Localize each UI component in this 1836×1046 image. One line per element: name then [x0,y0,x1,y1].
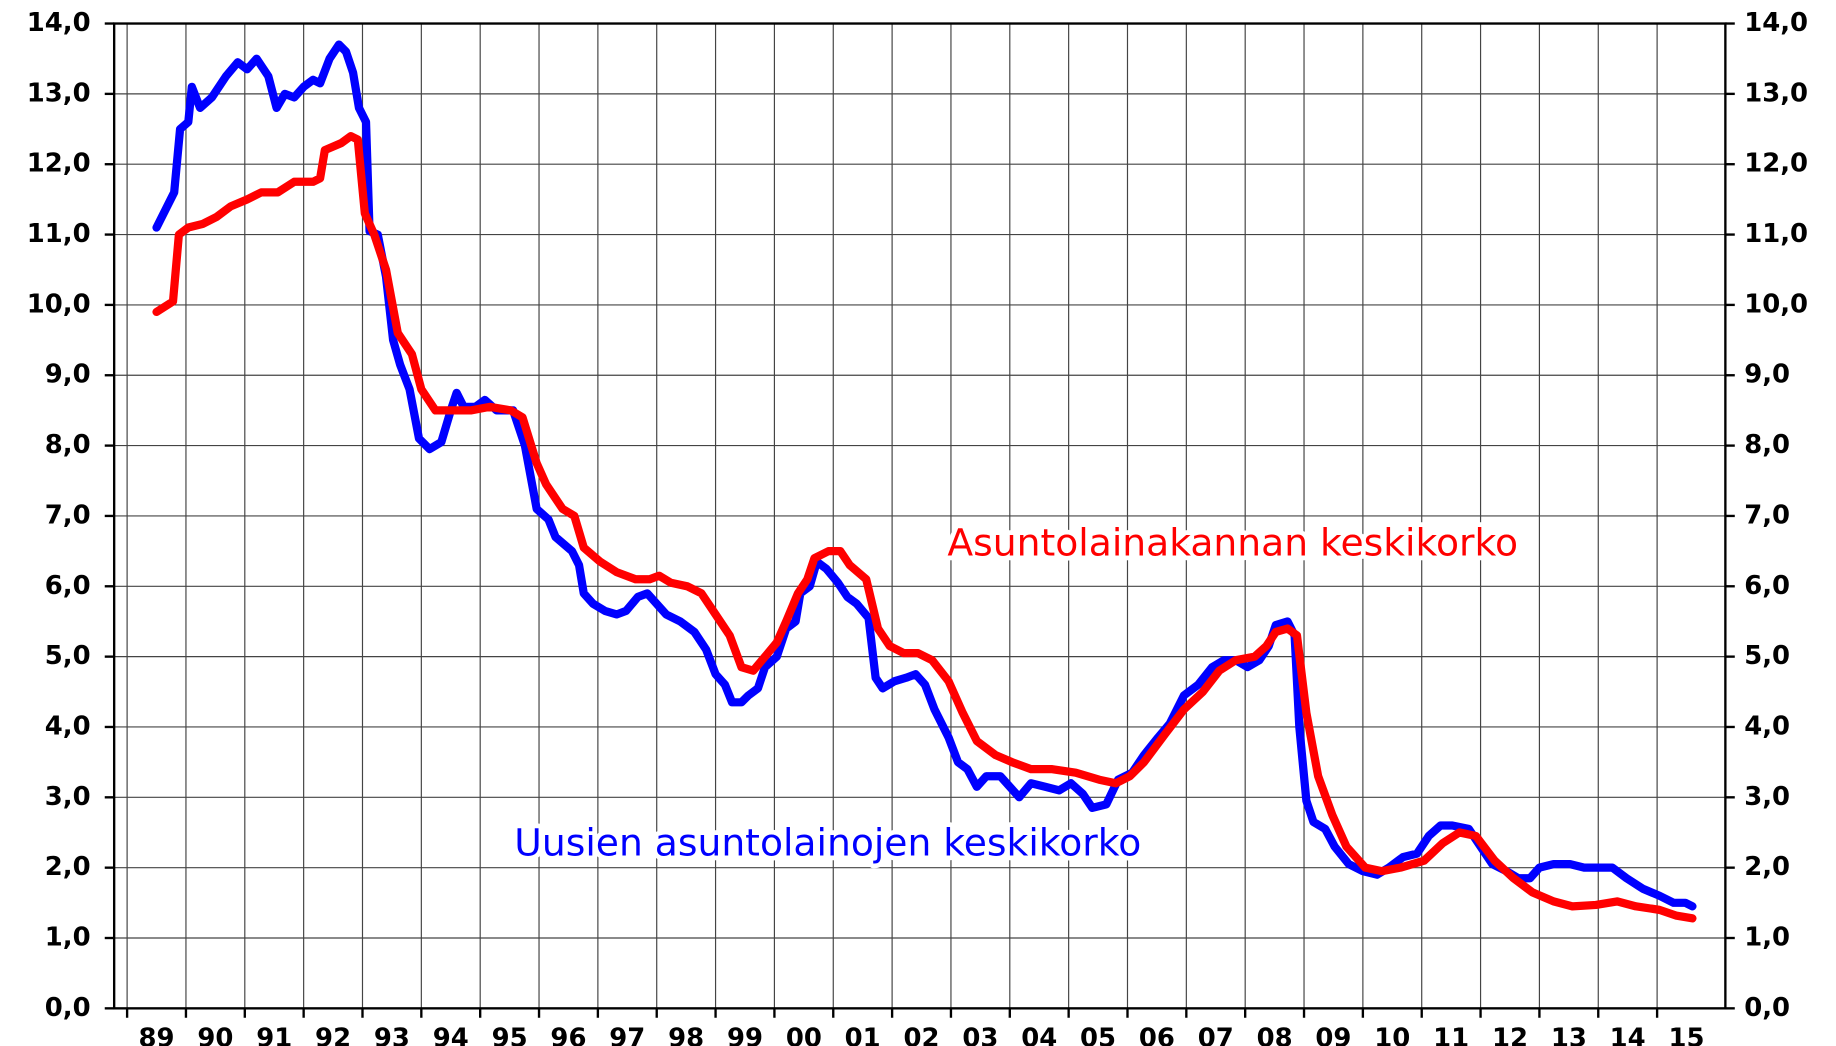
x-tick-label: 91 [256,1023,292,1046]
x-tick-label: 12 [1492,1023,1528,1046]
x-tick-label: 95 [492,1023,528,1046]
labels: 0,0 1,0 2,0 3,0 4,0 5,0 6,0 7,0 8,0 9,0 10,0 11,0 12… [27,8,1808,1046]
x-tick-label: 93 [374,1023,410,1046]
x-tick-label: 96 [550,1023,586,1046]
series-line [152,132,1697,923]
y2-tick-label: 13,0 [1744,78,1808,108]
x-tick-label: 94 [433,1023,469,1046]
y2-tick-label: 8,0 [1744,430,1790,460]
y-tick-label: 4,0 [45,711,91,741]
series-label: Asuntolainakannan keskikorko [947,520,1518,564]
x-tick-label: 04 [1021,1023,1057,1046]
y-tick-label: 1,0 [45,923,91,953]
y-tick-label: 0,0 [45,993,91,1023]
y-tick-label: 2,0 [45,852,91,882]
y2-tick-label: 6,0 [1744,571,1790,601]
y2-tick-label: 2,0 [1744,852,1790,882]
x-tick-label: 10 [1374,1023,1410,1046]
x-tick-label: 15 [1669,1023,1705,1046]
x-tick-label: 89 [139,1023,175,1046]
y-tick-label: 8,0 [45,430,91,460]
x-tick-label: 05 [1080,1023,1116,1046]
x-tick-label: 13 [1551,1023,1587,1046]
y-tick-label: 6,0 [45,571,91,601]
y-tick-label: 13,0 [27,78,91,108]
series-label: Uusien asuntolainojen keskikorko [514,820,1141,864]
y2-tick-label: 9,0 [1744,360,1790,390]
x-tick-label: 06 [1139,1023,1175,1046]
y2-tick-label: 4,0 [1744,711,1790,741]
y-tick-label: 5,0 [45,641,91,671]
x-tick-label: 97 [609,1023,645,1046]
x-tick-label: 99 [727,1023,763,1046]
y-tick-label: 12,0 [27,149,91,179]
y-tick-label: 3,0 [45,782,91,812]
x-tick-label: 11 [1433,1023,1469,1046]
x-tick-label: 01 [845,1023,881,1046]
y2-tick-label: 10,0 [1744,289,1808,319]
y2-tick-label: 11,0 [1744,219,1808,249]
y-tick-label: 14,0 [27,8,91,38]
y2-tick-label: 1,0 [1744,923,1790,953]
x-tick-label: 00 [786,1023,822,1046]
plot-frame [112,22,1727,1010]
y2-tick-label: 7,0 [1744,500,1790,530]
x-tick-label: 02 [904,1023,940,1046]
x-tick-label: 14 [1610,1023,1646,1046]
y-tick-label: 10,0 [27,289,91,319]
y2-tick-label: 3,0 [1744,782,1790,812]
x-tick-label: 09 [1315,1023,1351,1046]
lines [152,40,1697,923]
x-tick-label: 98 [668,1023,704,1046]
x-tick-label: 92 [315,1023,351,1046]
y-tick-label: 9,0 [45,360,91,390]
series-line [152,40,1697,911]
x-tick-label: 03 [962,1023,998,1046]
y-tick-label: 7,0 [45,500,91,530]
x-tick-label: 90 [197,1023,233,1046]
y2-tick-label: 14,0 [1744,8,1808,38]
x-tick-label: 07 [1198,1023,1234,1046]
y2-tick-label: 0,0 [1744,993,1790,1023]
y2-tick-label: 5,0 [1744,641,1790,671]
y2-tick-label: 12,0 [1744,149,1808,179]
y-tick-label: 11,0 [27,219,91,249]
x-tick-label: 08 [1257,1023,1293,1046]
